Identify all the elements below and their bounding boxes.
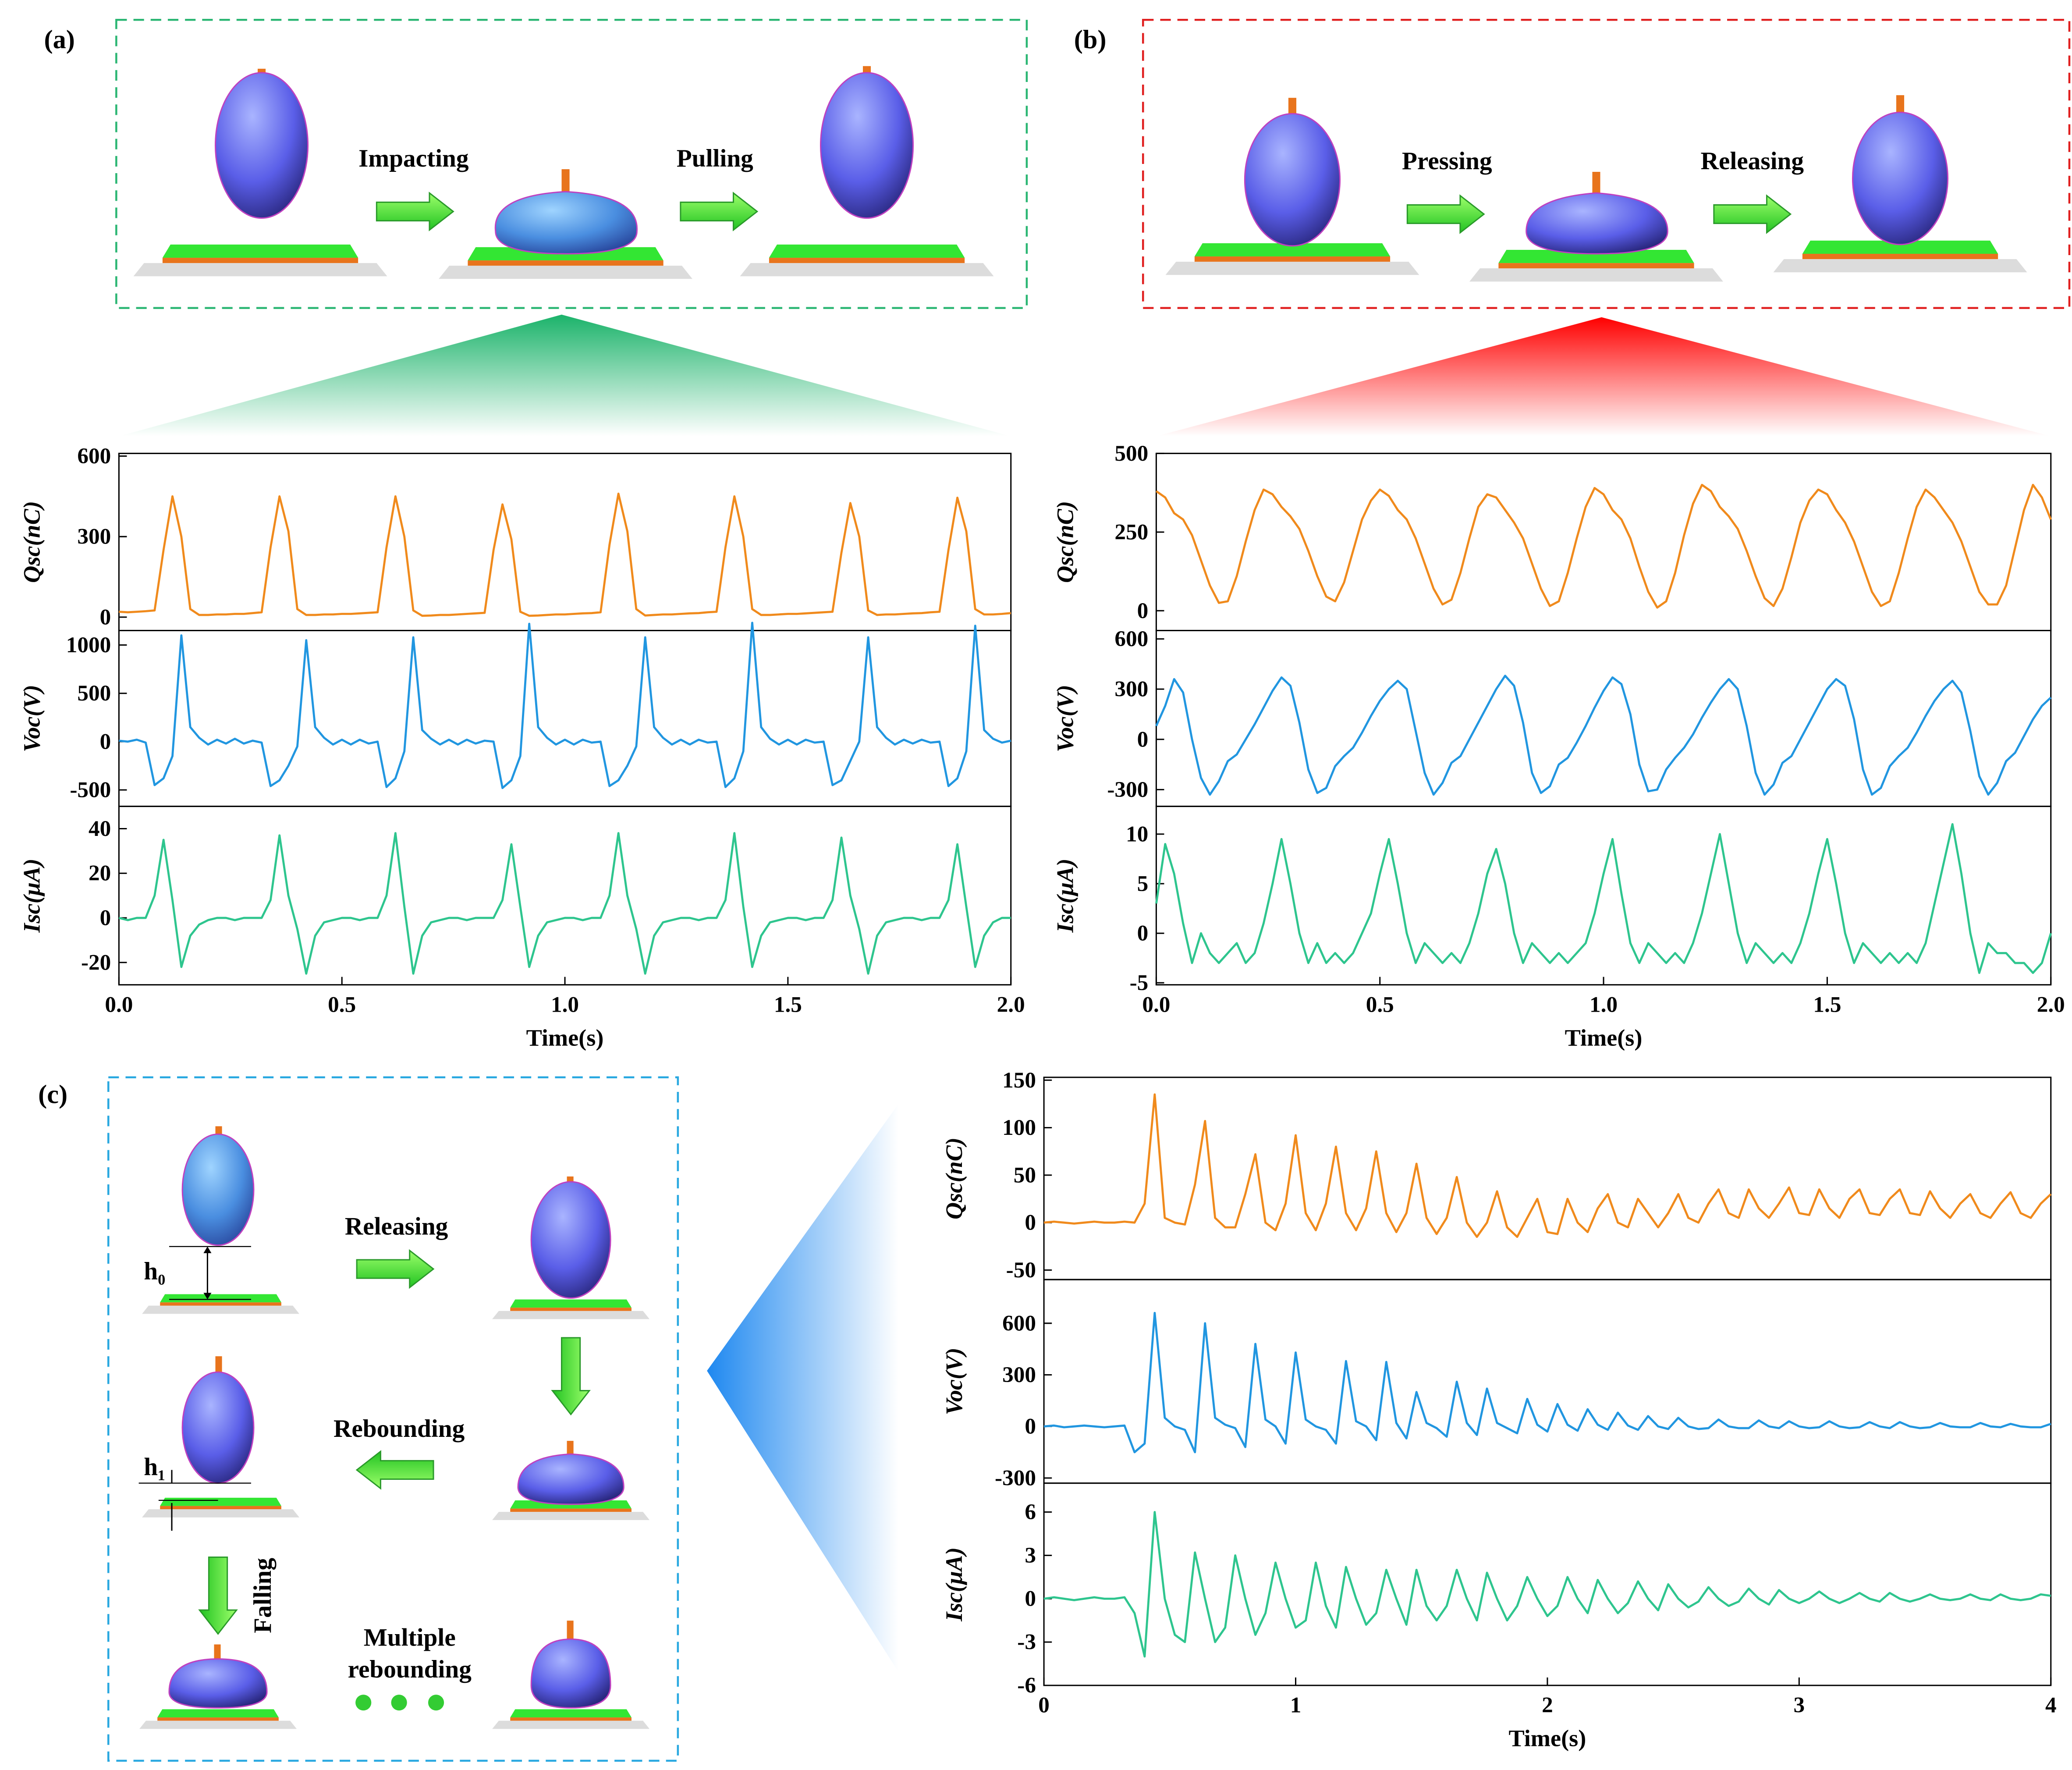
x-tick-label: 0.5	[1366, 992, 1394, 1017]
y-tick-label: 40	[89, 816, 111, 841]
y-tick-label: 150	[1002, 1068, 1036, 1093]
y-tick-label: 1000	[66, 633, 111, 658]
x-tick-label: 2.0	[997, 992, 1025, 1017]
y-tick-label: 10	[1126, 821, 1148, 846]
y-tick-label: 250	[1114, 519, 1148, 544]
y-tick-label: 0	[100, 906, 111, 931]
y-tick-label: -5	[1130, 970, 1149, 995]
signal-line	[118, 832, 1011, 975]
y-axis-label: Isc(μA)	[1052, 859, 1078, 933]
signal-line	[1155, 823, 2052, 974]
y-tick-label: -300	[995, 1465, 1036, 1490]
x-tick-label: 1.0	[551, 992, 579, 1017]
x-axis-label: Time(s)	[1509, 1725, 1586, 1752]
y-axis-label: Voc(V)	[1052, 685, 1078, 752]
y-tick-label: 600	[77, 444, 111, 469]
y-axis-label: Isc(μA)	[18, 859, 45, 933]
x-tick-label: 1.5	[774, 992, 802, 1017]
y-tick-label: 0	[1025, 1414, 1036, 1439]
y-tick-label: 6	[1025, 1500, 1036, 1525]
x-tick-label: 2	[1542, 1693, 1553, 1718]
step-label: Multiple	[364, 1624, 456, 1652]
signal-line	[1043, 1511, 2051, 1658]
step-label: Releasing	[1701, 147, 1804, 175]
x-tick-label: 1.0	[1589, 992, 1618, 1017]
x-tick-label: 1.5	[1813, 992, 1841, 1017]
y-tick-label: 0	[1025, 1586, 1036, 1611]
y-tick-label: 50	[1014, 1162, 1036, 1187]
y-tick-label: 100	[1002, 1115, 1036, 1140]
x-axis-label: Time(s)	[526, 1024, 604, 1051]
y-tick-label: 0	[100, 604, 111, 629]
x-tick-label: 0.0	[105, 992, 133, 1017]
y-tick-label: 600	[1002, 1311, 1036, 1336]
y-tick-label: 600	[1114, 626, 1148, 651]
y-tick-label: 300	[1002, 1362, 1036, 1387]
panel-label: (c)	[38, 1080, 67, 1109]
y-axis-label: Voc(V)	[18, 685, 45, 752]
x-axis-label: Time(s)	[1565, 1024, 1643, 1051]
signal-line	[1043, 1312, 2051, 1454]
y-tick-label: 500	[1114, 441, 1148, 466]
signal-line	[1156, 483, 2052, 609]
zoom-a	[119, 314, 1011, 437]
y-tick-label: 0	[1025, 1210, 1036, 1235]
x-tick-label: 0.5	[328, 992, 356, 1017]
panel-label: (b)	[1074, 25, 1107, 54]
height-label: h₁	[144, 1453, 165, 1481]
step-label: Releasing	[345, 1213, 448, 1240]
y-tick-label: 0	[1137, 598, 1149, 623]
frame-c	[107, 1076, 679, 1762]
y-tick-label: 0	[100, 729, 111, 754]
y-tick-label: -3	[1017, 1630, 1036, 1655]
signal-line	[119, 492, 1011, 617]
y-tick-label: 0	[1137, 921, 1149, 946]
zoom-c	[707, 1104, 899, 1672]
step-label: Rebounding	[334, 1415, 465, 1443]
y-tick-label: 300	[1114, 677, 1148, 702]
y-axis-label: Qsc(nC)	[941, 1137, 967, 1219]
diagram-c	[138, 1126, 650, 1729]
signal-line	[1155, 675, 2052, 796]
y-axis-label: Qsc(nC)	[18, 501, 45, 583]
signal-line	[119, 622, 1011, 789]
y-tick-label: 500	[77, 681, 111, 706]
y-tick-label: -500	[70, 778, 111, 803]
x-tick-label: 0	[1038, 1693, 1050, 1718]
step-label: rebounding	[348, 1656, 472, 1683]
diagram-b	[1165, 95, 2027, 282]
y-axis-label: Voc(V)	[941, 1348, 967, 1415]
x-tick-label: 4	[2045, 1693, 2057, 1718]
y-tick-label: -50	[1006, 1258, 1036, 1283]
y-tick-label: 300	[77, 524, 111, 549]
y-axis-label: Isc(μA)	[941, 1547, 967, 1622]
x-tick-label: 0.0	[1142, 992, 1170, 1017]
y-tick-label: 5	[1137, 871, 1149, 896]
signal-line	[1043, 1093, 2052, 1238]
panel-label: (a)	[44, 25, 75, 54]
zoom-b	[1156, 317, 2051, 437]
y-tick-label: -6	[1017, 1673, 1036, 1698]
x-tick-label: 1	[1290, 1693, 1302, 1718]
diagram-a	[133, 66, 994, 279]
step-label: Pressing	[1402, 147, 1492, 175]
step-label: Impacting	[358, 145, 469, 172]
frame-b	[1142, 18, 2071, 309]
height-label: h₀	[144, 1258, 165, 1285]
y-tick-label: -20	[81, 950, 111, 975]
frame-a	[115, 18, 1028, 309]
step-label: Falling	[249, 1558, 277, 1633]
x-tick-label: 3	[1794, 1693, 1805, 1718]
y-tick-label: 20	[89, 861, 111, 886]
step-label: Pulling	[677, 145, 753, 172]
x-tick-label: 2.0	[2037, 992, 2065, 1017]
y-tick-label: -300	[1107, 777, 1148, 802]
y-axis-label: Qsc(nC)	[1052, 501, 1078, 583]
y-tick-label: 3	[1025, 1543, 1036, 1568]
y-tick-label: 0	[1137, 727, 1149, 752]
